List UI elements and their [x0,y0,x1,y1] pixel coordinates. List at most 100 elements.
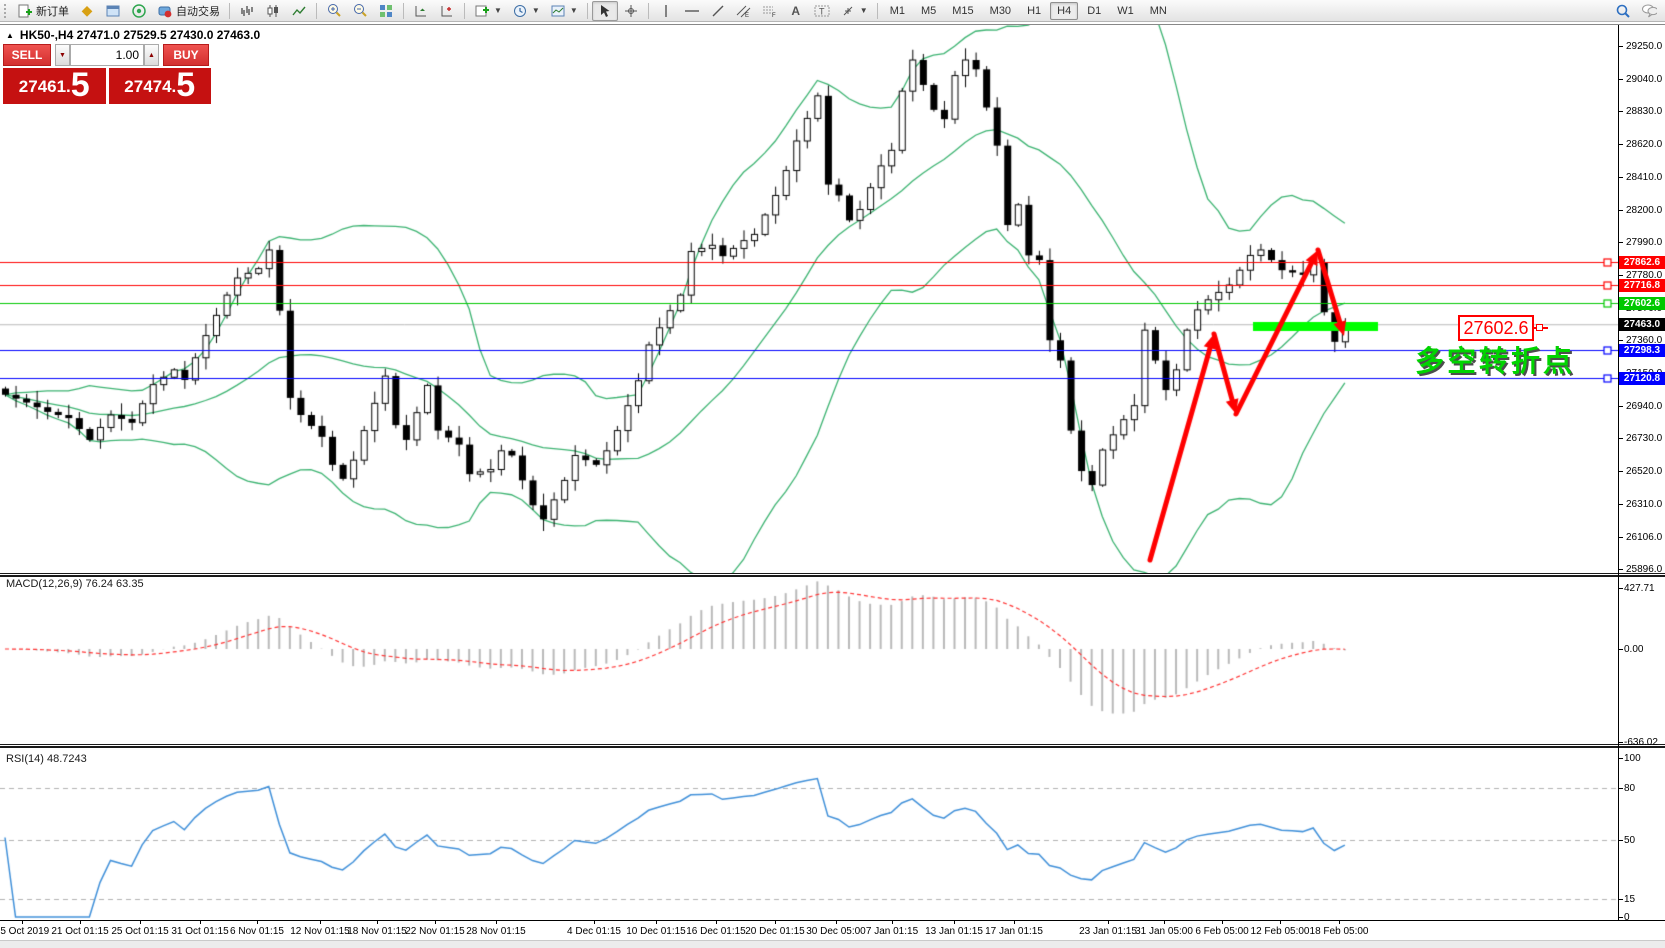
arrows-dropdown[interactable]: ▼ [835,1,873,21]
indicator-axis-tick [1619,742,1623,743]
price-annotation-box[interactable]: 27602.6 [1458,315,1534,341]
price-axis-line [1618,25,1619,920]
signals-button[interactable] [126,1,152,21]
crosshair-tool-button[interactable] [618,1,644,21]
auto-trading-button[interactable]: 自动交易 [152,1,225,21]
price-axis-tick [1619,111,1623,113]
cursor-tool-button[interactable] [591,0,618,21]
time-axis-label: 6 Feb 05:00 [1195,926,1249,937]
time-axis-label: 15 Oct 2019 [0,926,50,937]
time-axis-tick [1014,920,1015,924]
time-axis-label: 4 Dec 01:15 [567,926,621,937]
time-axis-tick [716,920,717,924]
time-axis-tick [594,920,595,924]
main-chart-canvas[interactable] [0,25,1618,573]
price-axis-label: 28620.0 [1626,139,1663,151]
time-axis-tick [1339,920,1340,924]
tab-timeframe-m5[interactable]: M5 [920,4,937,17]
time-axis-tick [377,920,378,924]
buy-button[interactable]: BUY [163,44,209,66]
text-tool[interactable]: A [783,1,809,21]
tab-timeframe-m1[interactable]: M1 [889,4,905,17]
price-annotation-handle[interactable] [1536,324,1543,331]
price-axis-label: 28200.0 [1626,204,1663,216]
buy-price-display[interactable]: 27474. 5 [108,68,211,104]
chinese-annotation-text: 多空转折点 [1415,346,1576,378]
fibonacci-tool[interactable]: F [757,1,783,21]
signals-icon [131,3,147,19]
time-axis-label: 18 Nov 01:15 [347,926,407,937]
sell-button[interactable]: SELL [3,44,51,66]
toolbar-separator [647,2,649,19]
symbol-info-text: HK50-,H4 27471.0 27529.5 27430.0 27463.0 [19,28,261,42]
pane-separator-macd[interactable] [0,573,1665,577]
tab-timeframe-d1[interactable]: D1 [1087,4,1102,17]
time-axis-label: 22 Nov 01:15 [405,926,465,937]
price-axis-tick [1619,340,1623,342]
tab-timeframe-mn[interactable]: MN [1149,4,1167,17]
zoom-in-button[interactable] [321,1,347,21]
time-axis-tick [1164,920,1165,924]
volume-decrease-button[interactable]: ▼ [55,44,70,66]
auto-scroll-button[interactable] [408,1,434,21]
equidistant-channel-tool[interactable]: E [731,1,757,21]
tab-timeframe-w1[interactable]: W1 [1117,4,1134,17]
macd-label: MACD(12,26,9) 76.24 63.35 [6,578,144,590]
crosshair-icon [623,3,639,19]
time-axis-label: 21 Oct 01:15 [51,926,109,937]
indicator-axis-tick [1619,840,1623,841]
auto-trading-label: 自动交易 [176,5,220,18]
chat-icon[interactable] [1641,3,1657,19]
time-axis-label: 16 Dec 01:15 [686,926,746,937]
pane-separator-rsi[interactable] [0,744,1665,748]
vertical-line-tool[interactable] [653,1,679,21]
time-axis-line [0,920,1665,921]
tab-timeframe-h4[interactable]: H4 [1050,1,1079,20]
candlestick-button[interactable] [260,1,286,21]
tab-timeframe-h1[interactable]: H1 [1027,4,1042,17]
search-icon[interactable] [1615,3,1631,19]
time-axis-label: 6 Nov 01:15 [230,926,284,937]
volume-input[interactable]: 1.00 [70,44,144,66]
data-window-button[interactable] [100,1,126,21]
tab-timeframe-m30[interactable]: M30 [989,4,1012,17]
tile-windows-button[interactable] [373,1,399,21]
toolbar-separator [403,2,404,19]
buy-price-main: 27474. [124,77,177,96]
indicator-axis-label: 0.00 [1624,644,1644,655]
candlestick-icon [265,3,281,19]
volume-increase-button[interactable]: ▲ [144,44,159,66]
sell-price-display[interactable]: 27461. 5 [3,68,106,104]
price-tag: 27463.0 [1619,318,1665,332]
periods-dropdown[interactable]: ▼ [507,1,545,21]
price-axis-tick [1619,144,1623,146]
tab-timeframe-m15[interactable]: M15 [952,4,974,17]
window-bottom-strip [0,940,1665,948]
time-axis-tick [496,920,497,924]
rsi-panel-canvas[interactable] [0,748,1618,920]
indicators-dropdown[interactable]: ▼ [469,1,507,21]
macd-panel-canvas[interactable] [0,577,1618,744]
indicator-axis-label: 427.71 [1624,583,1655,594]
toolbar-separator [229,2,230,19]
market-watch-button[interactable]: ◆ [74,1,100,21]
zoom-out-button[interactable] [347,1,373,21]
toolbar-gripper [4,3,9,18]
templates-dropdown[interactable]: ▼ [545,1,583,21]
price-axis-label: 26106.0 [1626,531,1663,543]
new-order-button[interactable]: 新订单 [12,1,74,21]
bar-chart-button[interactable] [234,1,260,21]
indicator-axis-tick [1619,588,1623,589]
horizontal-line-icon [684,3,700,19]
horizontal-line-tool[interactable] [679,1,705,21]
price-tag: 27716.8 [1619,278,1665,292]
indicator-axis-label: -636.02 [1624,737,1658,748]
trendline-tool[interactable] [705,1,731,21]
line-chart-button[interactable] [286,1,312,21]
fibonacci-icon: F [762,3,778,19]
chart-shift-button[interactable] [434,1,460,21]
text-label-tool[interactable]: T [809,1,835,21]
collapse-panel-icon[interactable]: ▲ [6,30,14,40]
time-axis-tick [140,920,141,924]
